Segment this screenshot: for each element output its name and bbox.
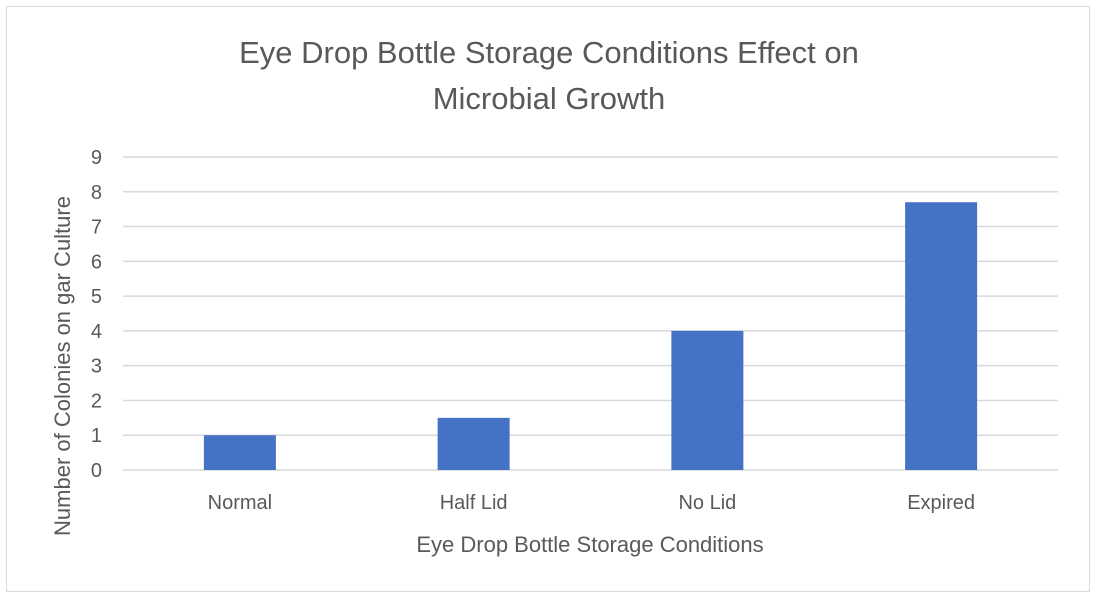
bar-expired <box>905 202 978 470</box>
x-axis-title: Eye Drop Bottle Storage Conditions <box>416 532 763 557</box>
y-axis-tick-labels: 0 1 2 3 4 5 6 7 8 9 <box>91 147 102 482</box>
x-tick-label: Normal <box>208 492 272 514</box>
y-tick-label: 1 <box>91 425 102 447</box>
chart-title-line-2: Microbial Growth <box>432 81 666 116</box>
y-tick-label: 0 <box>91 460 102 482</box>
y-axis-title: Number of Colonies on gar Culture <box>50 196 75 536</box>
y-tick-label: 2 <box>91 390 102 412</box>
bar-normal <box>203 435 276 470</box>
chart-title-line-1: Eye Drop Bottle Storage Conditions Effec… <box>239 35 859 70</box>
y-tick-label: 4 <box>91 321 102 343</box>
y-tick-label: 9 <box>91 147 102 169</box>
bar-no-lid <box>671 330 744 470</box>
x-axis-tick-labels: Normal Half Lid No Lid Expired <box>208 492 975 514</box>
bar-half-lid <box>437 417 510 470</box>
y-tick-label: 7 <box>91 217 102 239</box>
x-tick-label: Half Lid <box>440 492 508 514</box>
y-tick-label: 3 <box>91 356 102 378</box>
x-tick-label: Expired <box>907 492 975 514</box>
y-tick-label: 6 <box>91 251 102 273</box>
y-tick-label: 8 <box>91 182 102 204</box>
gridlines <box>123 156 1058 471</box>
x-tick-label: No Lid <box>678 492 736 514</box>
y-tick-label: 5 <box>91 286 102 308</box>
bars <box>203 202 978 470</box>
